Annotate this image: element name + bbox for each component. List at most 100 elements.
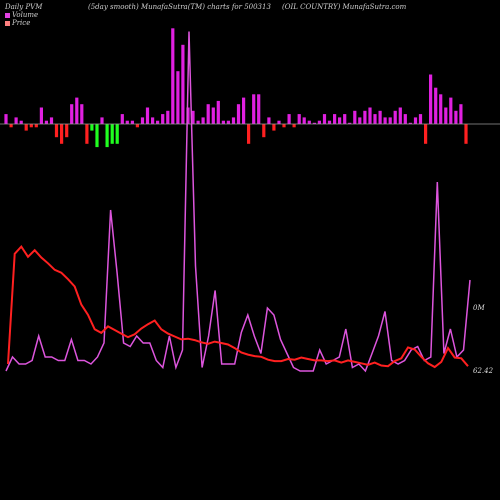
pvm-bar (14, 117, 18, 124)
pvm-bar (4, 114, 8, 124)
pvm-bar (221, 120, 225, 124)
pvm-bar (196, 120, 200, 124)
pvm-bar (181, 44, 185, 124)
pvm-bar (90, 124, 94, 131)
pvm-bar (444, 107, 448, 124)
pvm-bar (363, 110, 367, 124)
legend-volume-label: Volume (12, 11, 39, 19)
price-end-label: 62.42 (473, 367, 494, 375)
legend-volume: Volume (5, 11, 38, 19)
pvm-bar (140, 117, 145, 124)
pvm-bar (216, 100, 220, 124)
pvm-bar (100, 117, 104, 124)
pvm-bar (80, 104, 84, 124)
pvm-bar (343, 114, 347, 124)
pvm-bar (201, 117, 205, 124)
pvm-bar (403, 114, 407, 124)
pvm-bar (434, 87, 438, 124)
pvm-bar (267, 117, 271, 124)
pvm-bar (252, 94, 256, 124)
pvm-bar (358, 117, 362, 124)
pvm-bar (39, 107, 43, 124)
pvm-bar (247, 124, 251, 144)
pvm-bar (454, 110, 458, 124)
chart-header-center-right: (OIL COUNTRY) MunafaSutra.com (282, 3, 407, 11)
pvm-bar (262, 124, 266, 138)
pvm-bar (353, 110, 357, 124)
pvm-bar (413, 117, 418, 124)
pvm-bar (44, 120, 48, 124)
pvm-bar (9, 124, 13, 128)
pvm-bar (95, 124, 99, 148)
chart-header-center-left: (5day smooth) MunafaSutra(TM) charts for… (88, 3, 271, 11)
legend-price: Price (5, 19, 30, 27)
pvm-bar (429, 74, 433, 124)
pvm-bar (166, 110, 170, 124)
pvm-bar (348, 122, 352, 124)
pvm-bar (125, 120, 129, 124)
pvm-bar (206, 104, 210, 124)
pvm-bar (135, 124, 139, 128)
pvm-bar (368, 107, 372, 124)
pvm-bar (272, 124, 276, 131)
pvm-bar (120, 114, 124, 124)
pvm-bar (257, 94, 261, 124)
price-line (7, 244, 469, 369)
pvm-bar (110, 124, 114, 144)
pvm-bar (161, 114, 165, 124)
pvm-bar (176, 71, 180, 124)
chart-header-left: Daily PVM (5, 3, 43, 11)
pvm-bar (439, 94, 443, 124)
pvm-bar (418, 114, 423, 124)
pvm-bar (297, 114, 301, 124)
pvm-bar (459, 104, 463, 124)
pvm-bar (85, 124, 89, 144)
pvm-bar (65, 124, 69, 138)
pvm-bar (29, 124, 33, 128)
pvm-bar (226, 120, 230, 124)
legend-price-swatch (5, 20, 10, 26)
pvm-bar (171, 28, 175, 124)
pvm-bar (145, 107, 150, 124)
pvm-bar (277, 120, 281, 124)
pvm-bar (49, 117, 54, 124)
pvm-bar (408, 122, 412, 124)
pvm-bar (287, 114, 291, 124)
pvm-bar (24, 124, 28, 131)
pvm-bar (398, 107, 402, 124)
pvm-bar (424, 124, 428, 144)
pvm-bar (383, 117, 387, 124)
pvm-bar (242, 97, 246, 124)
pvm-bar (19, 120, 23, 124)
pvm-bar (378, 110, 382, 124)
volume-line (5, 31, 471, 373)
pvm-bar (307, 120, 311, 124)
pvm-bar (338, 117, 342, 124)
pvm-bar (373, 114, 377, 124)
pvm-bar (156, 120, 160, 124)
pvm-bar (302, 117, 306, 124)
pvm-bar (292, 124, 296, 128)
legend-price-label: Price (12, 19, 31, 27)
pvm-bar (312, 122, 316, 124)
pvm-bar (322, 114, 327, 124)
pvm-bar (388, 117, 392, 124)
volume-end-label: 0M (473, 304, 485, 312)
pvm-bar (211, 107, 215, 124)
pvm-bar (236, 104, 241, 124)
pvm-bar (130, 120, 134, 124)
pvm-bar (191, 110, 195, 124)
pvm-bar (317, 120, 321, 124)
pvm-bar (34, 124, 38, 128)
pvm-bar (327, 120, 332, 124)
legend-volume-swatch (5, 12, 10, 18)
pvm-bar (75, 97, 79, 124)
pvm-bar (105, 124, 109, 148)
pvm-bar (70, 104, 74, 124)
pvm-bar (464, 124, 468, 144)
pvm-bar (449, 97, 453, 124)
pvm-bar (231, 117, 236, 124)
pvm-bar (333, 114, 337, 124)
